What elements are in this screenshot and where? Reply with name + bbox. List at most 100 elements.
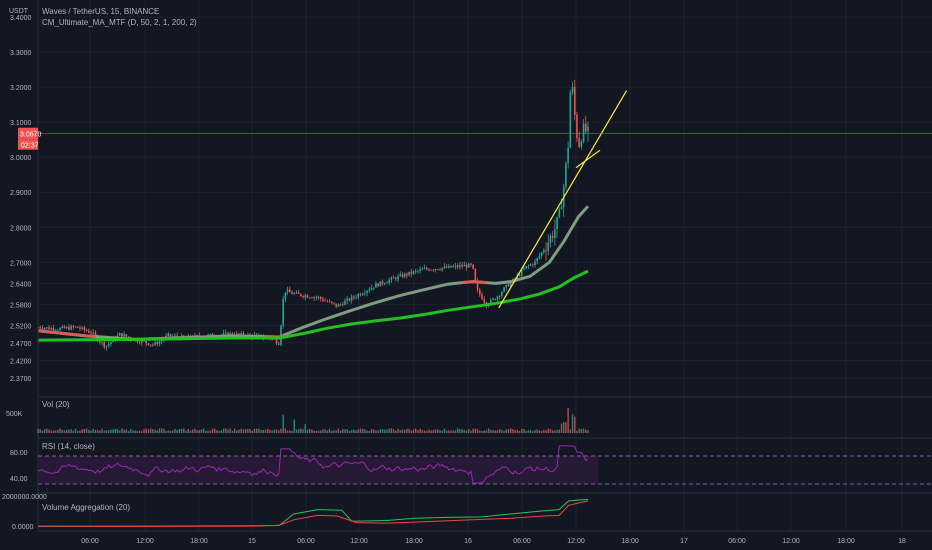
candle-body[interactable]	[277, 343, 280, 345]
candle-body[interactable]	[293, 293, 296, 295]
candle-body[interactable]	[88, 331, 90, 333]
candle-body[interactable]	[297, 292, 300, 294]
candle-body[interactable]	[92, 332, 95, 334]
candle-body[interactable]	[465, 264, 468, 268]
candle-body[interactable]	[319, 296, 322, 299]
candle-body[interactable]	[152, 344, 154, 346]
candle-body[interactable]	[527, 265, 530, 267]
candle-body[interactable]	[103, 342, 106, 348]
candle-body[interactable]	[231, 333, 234, 336]
candle-body[interactable]	[302, 295, 304, 298]
candle-body[interactable]	[94, 332, 97, 336]
candle-body[interactable]	[549, 236, 552, 243]
candle-body[interactable]	[52, 328, 55, 331]
candle-body[interactable]	[79, 327, 81, 329]
candle-body[interactable]	[463, 264, 466, 267]
candle-body[interactable]	[50, 328, 53, 330]
candle-body[interactable]	[346, 298, 349, 301]
candle-body[interactable]	[454, 265, 457, 267]
candle-body[interactable]	[456, 265, 459, 268]
candle-body[interactable]	[481, 294, 483, 300]
candle-body[interactable]	[401, 274, 404, 277]
candle-body[interactable]	[582, 123, 585, 142]
candle-body[interactable]	[523, 268, 525, 270]
candle-body[interactable]	[507, 284, 510, 287]
candle-body[interactable]	[337, 304, 340, 307]
candle-body[interactable]	[118, 333, 121, 336]
candle-body[interactable]	[355, 297, 357, 299]
candle-body[interactable]	[328, 301, 331, 303]
candle-body[interactable]	[123, 334, 125, 337]
candle-body[interactable]	[520, 269, 523, 276]
volume-pane[interactable]	[37, 408, 589, 433]
candle-body[interactable]	[395, 277, 397, 280]
candle-body[interactable]	[306, 295, 309, 298]
candle-body[interactable]	[423, 268, 426, 270]
candle-body[interactable]	[72, 326, 75, 328]
rsi-pane[interactable]	[37, 445, 589, 484]
candle-body[interactable]	[540, 252, 543, 256]
candle-body[interactable]	[83, 327, 86, 331]
candle-body[interactable]	[543, 250, 545, 253]
candle-body[interactable]	[224, 332, 227, 334]
candle-body[interactable]	[145, 341, 148, 344]
candle-body[interactable]	[322, 298, 324, 301]
candle-body[interactable]	[399, 274, 402, 276]
candle-body[interactable]	[315, 297, 318, 299]
candle-body[interactable]	[470, 263, 472, 265]
candle-body[interactable]	[326, 300, 329, 302]
candle-body[interactable]	[249, 334, 251, 336]
candle-body[interactable]	[63, 326, 66, 329]
candle-body[interactable]	[408, 271, 410, 276]
candle-body[interactable]	[313, 297, 315, 299]
candle-body[interactable]	[368, 289, 371, 291]
candle-body[interactable]	[361, 293, 364, 296]
candle-body[interactable]	[432, 269, 435, 271]
candle-body[interactable]	[156, 342, 159, 345]
candle-body[interactable]	[392, 277, 395, 279]
candle-body[interactable]	[238, 333, 240, 335]
candle-body[interactable]	[258, 334, 260, 336]
candle-body[interactable]	[412, 271, 415, 274]
candle-body[interactable]	[43, 328, 46, 330]
candle-body[interactable]	[65, 326, 68, 329]
candle-body[interactable]	[59, 327, 61, 331]
candle-body[interactable]	[425, 268, 428, 270]
candle-body[interactable]	[311, 297, 313, 299]
candle-body[interactable]	[76, 326, 79, 328]
candle-body[interactable]	[308, 297, 311, 299]
aggregation-pane[interactable]	[37, 498, 589, 527]
candle-body[interactable]	[41, 328, 44, 330]
candle-body[interactable]	[359, 294, 362, 296]
candle-body[interactable]	[138, 341, 141, 343]
candle-body[interactable]	[383, 283, 386, 285]
candle-body[interactable]	[492, 298, 494, 300]
candle-body[interactable]	[529, 264, 532, 266]
candle-body[interactable]	[335, 303, 337, 307]
candle-body[interactable]	[350, 296, 353, 301]
candle-body[interactable]	[366, 290, 368, 294]
candle-body[interactable]	[339, 304, 342, 306]
candle-body[interactable]	[390, 277, 393, 280]
candle-body[interactable]	[107, 343, 110, 346]
candle-body[interactable]	[496, 296, 499, 300]
candle-body[interactable]	[282, 299, 284, 326]
candle-body[interactable]	[501, 291, 503, 296]
candle-body[interactable]	[169, 333, 172, 337]
candle-body[interactable]	[381, 281, 384, 284]
candle-body[interactable]	[573, 86, 576, 115]
candle-body[interactable]	[377, 283, 379, 287]
candle-body[interactable]	[503, 287, 505, 292]
candle-body[interactable]	[61, 326, 64, 328]
candle-body[interactable]	[90, 332, 92, 334]
candle-body[interactable]	[121, 333, 123, 337]
candle-body[interactable]	[125, 334, 128, 337]
candle-body[interactable]	[498, 295, 501, 297]
candle-body[interactable]	[448, 265, 450, 268]
candle-body[interactable]	[286, 289, 289, 293]
candle-body[interactable]	[490, 299, 492, 305]
candle-body[interactable]	[110, 342, 112, 344]
candle-body[interactable]	[417, 270, 419, 272]
candle-body[interactable]	[410, 271, 413, 274]
